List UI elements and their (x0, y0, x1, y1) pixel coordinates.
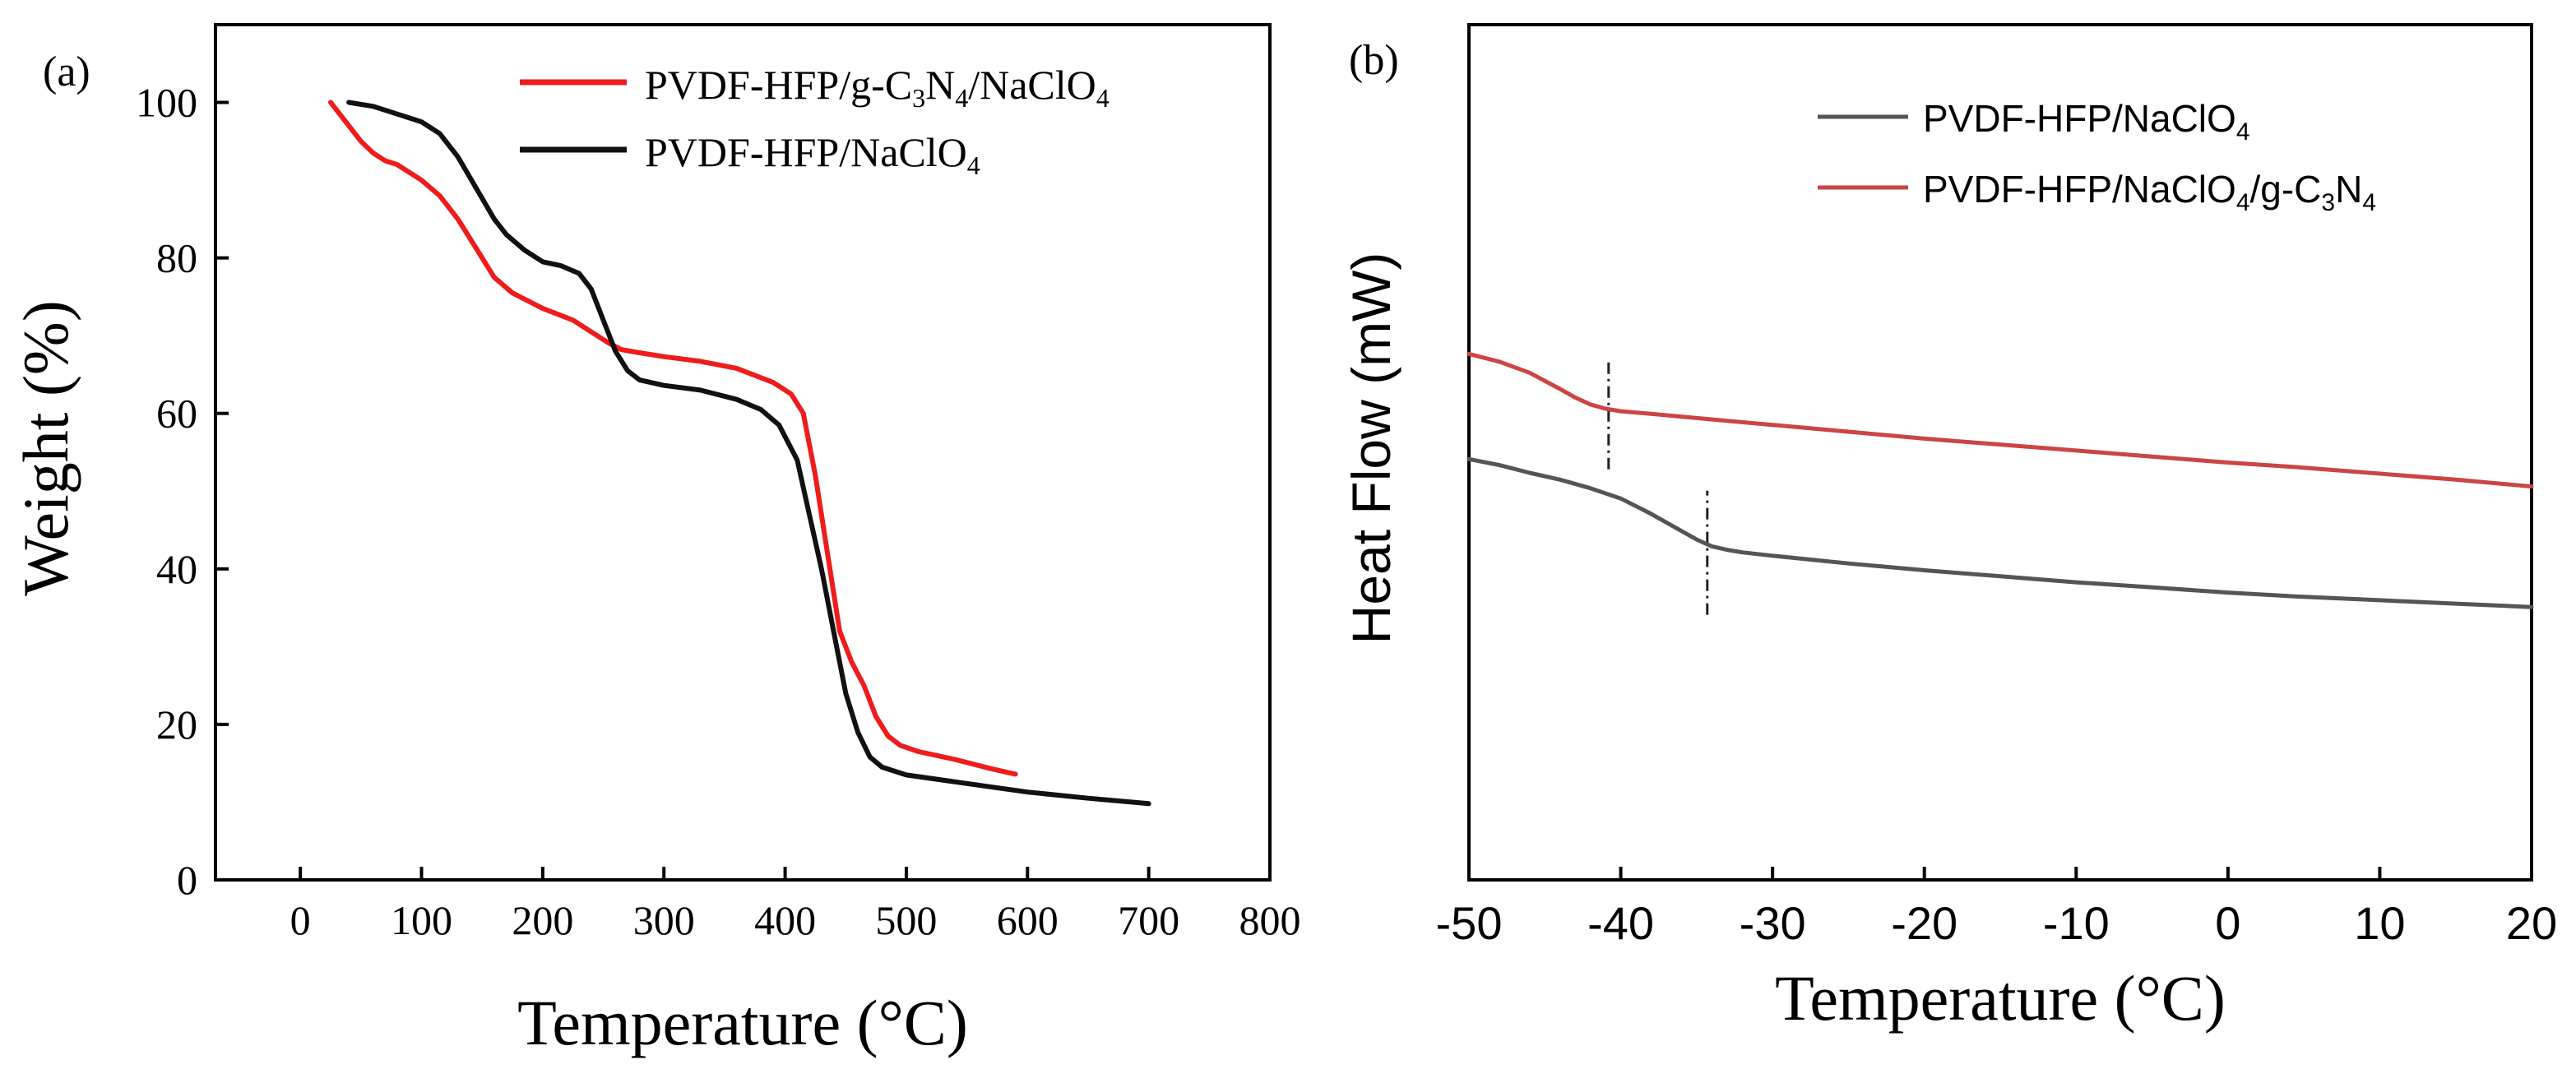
panel-a: (a) 0 100 200 300 400 500 600 700 800 0 20 40 60 80 1… (10, 23, 1301, 1058)
panel-b-frame (1467, 23, 2533, 882)
panel-b-x-axis-title: Temperature (°C) (1775, 962, 2226, 1034)
panel-a-label: (a) (43, 49, 90, 95)
panel-a-y-tick-label: 20 (156, 701, 197, 747)
panel-a-x-tick-label: 800 (1239, 897, 1301, 943)
panel-a-y-tick-label: 40 (156, 546, 197, 592)
panel-a-y-axis: 0 20 40 60 80 100 (136, 80, 229, 903)
panel-a-series (328, 100, 1151, 807)
panel-a-series-line-0 (328, 100, 1018, 777)
panel-b-x-tick-label: 20 (2506, 897, 2557, 949)
panel-b-annotations (1607, 362, 1709, 615)
panel-b-x-tick-label: -10 (2043, 897, 2110, 949)
panel-a-x-tick-label: 200 (512, 897, 573, 943)
panel-b-x-tick-label: -50 (1436, 897, 1503, 949)
legend-label-b-gray: PVDF-HFP/NaClO4 (1923, 97, 2250, 146)
panel-b-series (1466, 351, 2534, 609)
panel-a-legend: PVDF-HFP/g-C3N4/NaClO4 PVDF-HFP/NaClO4 (520, 62, 1110, 180)
panel-a-x-axis-title: Temperature (°C) (517, 987, 968, 1058)
panel-b-x-axis: -50 -40 -30 -20 -10 0 10 20 (1436, 867, 2557, 949)
panel-a-y-tick-label: 0 (177, 857, 197, 903)
legend-label-b-red: PVDF-HFP/NaClO4/g-C3N4 (1923, 168, 2376, 216)
panel-b-series-line-0 (1466, 456, 2534, 609)
panel-a-x-tick-label: 100 (391, 897, 452, 943)
legend-label-a-black: PVDF-HFP/NaClO4 (645, 129, 980, 180)
panel-b-x-tick-label: -30 (1740, 897, 1806, 949)
panel-b-legend: PVDF-HFP/NaClO4 PVDF-HFP/NaClO4/g-C3N4 (1818, 97, 2376, 216)
panel-b-x-tick-label: 0 (2215, 897, 2240, 949)
panel-a-x-tick-label: 300 (633, 897, 695, 943)
panel-b-x-tick-label: 10 (2354, 897, 2405, 949)
panel-b-x-tick-label: -20 (1891, 897, 1957, 949)
panel-a-y-tick-label: 80 (156, 235, 197, 281)
panel-a-x-tick-label: 600 (997, 897, 1059, 943)
panel-a-x-tick-label: 0 (290, 897, 311, 943)
panel-a-y-axis-title: Weight (%) (10, 300, 81, 596)
panel-b-label: (b) (1349, 37, 1399, 84)
panel-b: (b) -50 -40 -30 -20 -10 0 10 20 Temperature (°C… (1341, 23, 2557, 1034)
panel-a-x-tick-label: 500 (875, 897, 937, 943)
panel-a-y-tick-label: 60 (156, 391, 197, 437)
panel-a-x-axis: 0 100 200 300 400 500 600 700 800 (290, 867, 1301, 943)
panel-a-series-line-1 (346, 100, 1151, 807)
panel-b-y-axis-title: Heat Flow (mW) (1341, 252, 1402, 645)
panel-b-x-tick-label: -40 (1587, 897, 1654, 949)
panel-a-y-tick-label: 100 (136, 80, 197, 126)
panel-a-frame (214, 23, 1272, 882)
panel-a-x-tick-label: 700 (1118, 897, 1179, 943)
panel-a-x-tick-label: 400 (754, 897, 816, 943)
panel-b-series-line-1 (1466, 351, 2534, 489)
legend-label-a-red: PVDF-HFP/g-C3N4/NaClO4 (645, 62, 1110, 113)
